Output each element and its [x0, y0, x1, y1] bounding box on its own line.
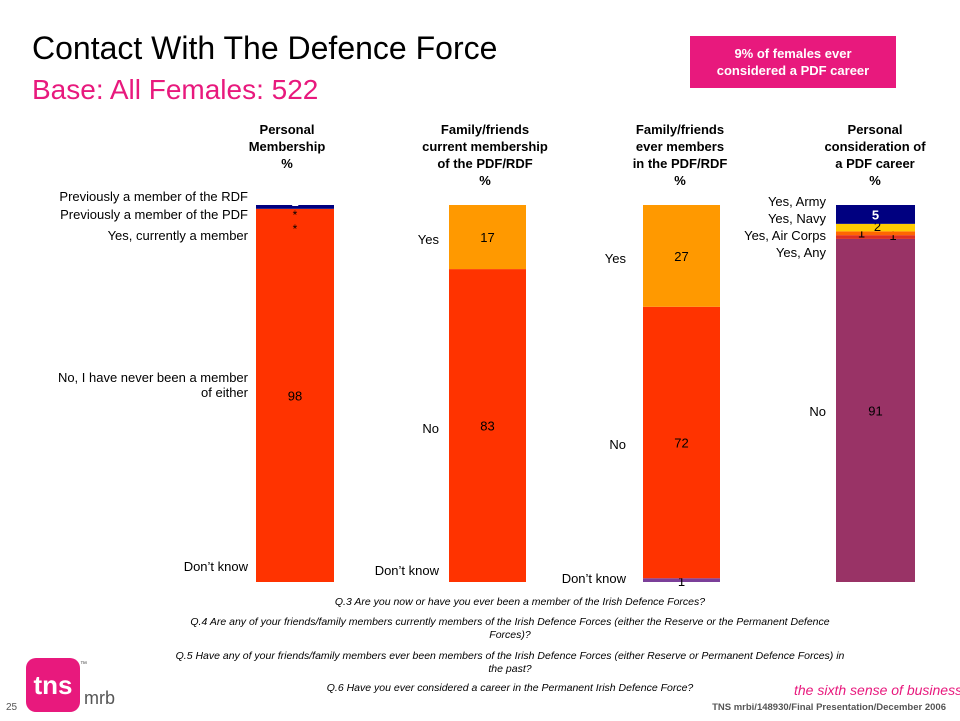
chart1-data-label: 1 — [291, 194, 298, 209]
chart2-label-no: No — [422, 421, 439, 436]
chart3-data-label: 27 — [674, 249, 688, 264]
chart1-label-dont-know: Don’t know — [183, 559, 248, 574]
tagline: the sixth sense of business™ — [794, 682, 960, 698]
chart1-header-line: % — [281, 156, 293, 171]
callout-line-2: considered a PDF career — [716, 63, 870, 78]
chart4-label-no: No — [809, 404, 826, 419]
chart4-data-label: 1 — [889, 228, 896, 243]
tns-logo-icon: tns mrbi ™ — [26, 658, 119, 712]
chart3-bar-segment — [643, 306, 720, 579]
slide-number: 25 — [6, 702, 18, 713]
chart3-header-line: in the PDF/RDF — [632, 156, 728, 171]
chart4-bar-segment — [836, 231, 915, 236]
chart4-bar-segment — [836, 235, 915, 239]
tagline-text: the sixth sense of business — [794, 682, 960, 698]
chart1-label-prev-rdf: Previously a member of the RDF — [59, 189, 248, 204]
chart1-data-label: * — [293, 208, 298, 222]
chart1-label-current: Yes, currently a member — [107, 228, 248, 243]
chart2-data-label: 83 — [480, 419, 494, 434]
logo-tm: ™ — [80, 661, 87, 668]
chart3-label-dont-know: Don’t know — [561, 571, 626, 586]
chart1-data-label: 98 — [288, 388, 302, 403]
chart4-data-label: 2 — [874, 219, 881, 234]
chart2-bar-segment — [449, 269, 526, 582]
chart4-header-line: consideration of — [824, 139, 926, 154]
chart1-header: Personal Membership % — [222, 121, 352, 172]
footer-reference: TNS mrbi/148930/Final Presentation/Decem… — [712, 702, 946, 713]
callout-line-1: 9% of females ever — [734, 46, 852, 61]
chart3-label-yes: Yes — [604, 251, 626, 266]
chart4-bar-segment — [836, 238, 915, 582]
chart4-bar-segment — [836, 205, 915, 224]
page-title: Contact With The Defence Force — [32, 30, 498, 66]
chart4-data-label: 1 — [858, 225, 865, 240]
chart2-data-label: 17 — [480, 230, 494, 245]
chart1-data-label: * — [293, 222, 298, 236]
chart4-header-line: a PDF career — [835, 156, 915, 171]
question-q6: Q.6 Have you ever considered a career in… — [326, 682, 694, 694]
chart3-bar-segment — [643, 578, 720, 582]
chart2-header-line: of the PDF/RDF — [437, 156, 533, 171]
page-subtitle: Base: All Females: 522 — [32, 74, 319, 105]
chart4-header-line: % — [869, 173, 881, 188]
chart3-header: Family/friends ever members in the PDF/R… — [600, 121, 760, 189]
question-q4: Q.4 Are any of your friends/family membe… — [190, 616, 830, 641]
chart3-data-label: 72 — [674, 436, 688, 451]
question-q5: Q.5 Have any of your friends/family memb… — [175, 650, 845, 675]
chart3-label-no: No — [609, 437, 626, 452]
chart2-label-yes: Yes — [417, 232, 439, 247]
chart2-header-line: current membership — [422, 139, 548, 154]
tns-logo: tns mrbi ™ — [26, 652, 119, 716]
chart4-label-air-corps: Yes, Air Corps — [744, 228, 826, 243]
chart4-label-navy: Yes, Navy — [767, 211, 826, 226]
chart1-label-never: No, I have never been a member of either — [57, 370, 248, 400]
chart2-header: Family/friends current membership of the… — [395, 121, 575, 189]
chart1-label-prev-pdf: Previously a member of the PDF — [60, 207, 248, 222]
chart4-data-label: 91 — [868, 403, 882, 418]
question-q3: Q.3 Are you now or have you ever been a … — [334, 596, 706, 608]
chart2-header-line: Family/friends — [440, 122, 530, 137]
chart3-header-line: ever members — [635, 139, 725, 154]
chart2-header-line: % — [479, 173, 491, 188]
chart4-header-line: Personal — [847, 122, 903, 137]
callout-box: 9% of females ever considered a PDF care… — [690, 36, 896, 88]
chart4-data-label: 5 — [872, 207, 879, 222]
chart2-bar-segment — [449, 205, 526, 270]
chart3-bar-segment — [643, 205, 720, 307]
chart3-data-label: 1 — [678, 574, 685, 589]
chart4-label-army: Yes, Army — [767, 194, 826, 209]
logo-sub-text: mrbi — [84, 688, 116, 708]
chart1-bar-segment — [256, 208, 334, 582]
chart2-label-dont-know: Don’t know — [374, 563, 439, 578]
chart3-header-line: Family/friends — [635, 122, 725, 137]
chart1-header-line: Personal — [259, 122, 315, 137]
chart1-header-line: Membership — [248, 139, 326, 154]
chart4-label-any: Yes, Any — [775, 245, 826, 260]
chart3-header-line: % — [674, 173, 686, 188]
chart4-header: Personal consideration of a PDF career % — [795, 121, 955, 189]
logo-main-text: tns — [34, 670, 73, 700]
chart1-bar-segment — [256, 205, 334, 209]
chart4-bar-segment — [836, 223, 915, 232]
